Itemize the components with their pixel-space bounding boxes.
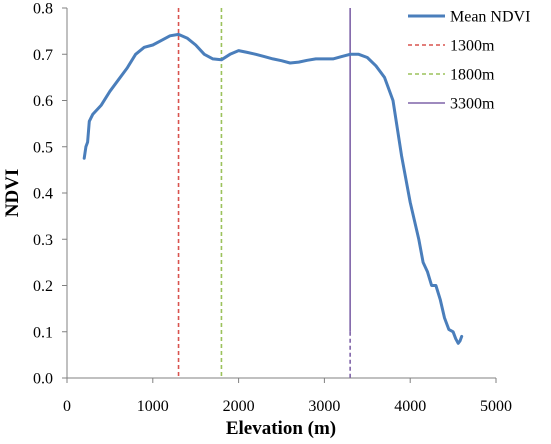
y-tick-label: 0.7 — [33, 47, 53, 64]
y-tick-label: 0.8 — [33, 1, 53, 18]
legend: Mean NDVI 1300m 1800m 3300m — [408, 9, 530, 113]
x-tick-label: 4000 — [394, 398, 426, 415]
y-tick-label: 0.3 — [33, 232, 53, 249]
x-tick-label: 2000 — [223, 398, 255, 415]
legend-label: 1300m — [450, 38, 495, 55]
legend-label: Mean NDVI — [450, 9, 530, 26]
y-tick-label: 0.1 — [33, 324, 53, 341]
x-ticks: 0 1000 2000 3000 4000 5000 — [63, 378, 512, 415]
series-line-mean-ndvi — [82, 32, 464, 345]
y-tick-label: 0.6 — [33, 93, 53, 110]
y-tick-label: 0.0 — [33, 371, 53, 388]
reference-lines — [177, 8, 351, 378]
x-axis-title: Elevation (m) — [226, 418, 336, 439]
y-tick-label: 0.4 — [33, 186, 53, 203]
y-ticks: 0.0 0.1 0.2 0.3 0.4 0.5 0.6 0.7 0.8 — [33, 1, 67, 388]
x-tick-label: 1000 — [137, 398, 169, 415]
y-tick-label: 0.2 — [33, 278, 53, 295]
y-tick-label: 0.5 — [33, 139, 53, 156]
legend-label: 3300m — [450, 96, 495, 113]
y-axis-title: NDVI — [2, 169, 23, 218]
x-tick-label: 5000 — [480, 398, 512, 415]
legend-label: 1800m — [450, 67, 495, 84]
x-tick-label: 0 — [63, 398, 71, 415]
x-tick-label: 3000 — [308, 398, 340, 415]
